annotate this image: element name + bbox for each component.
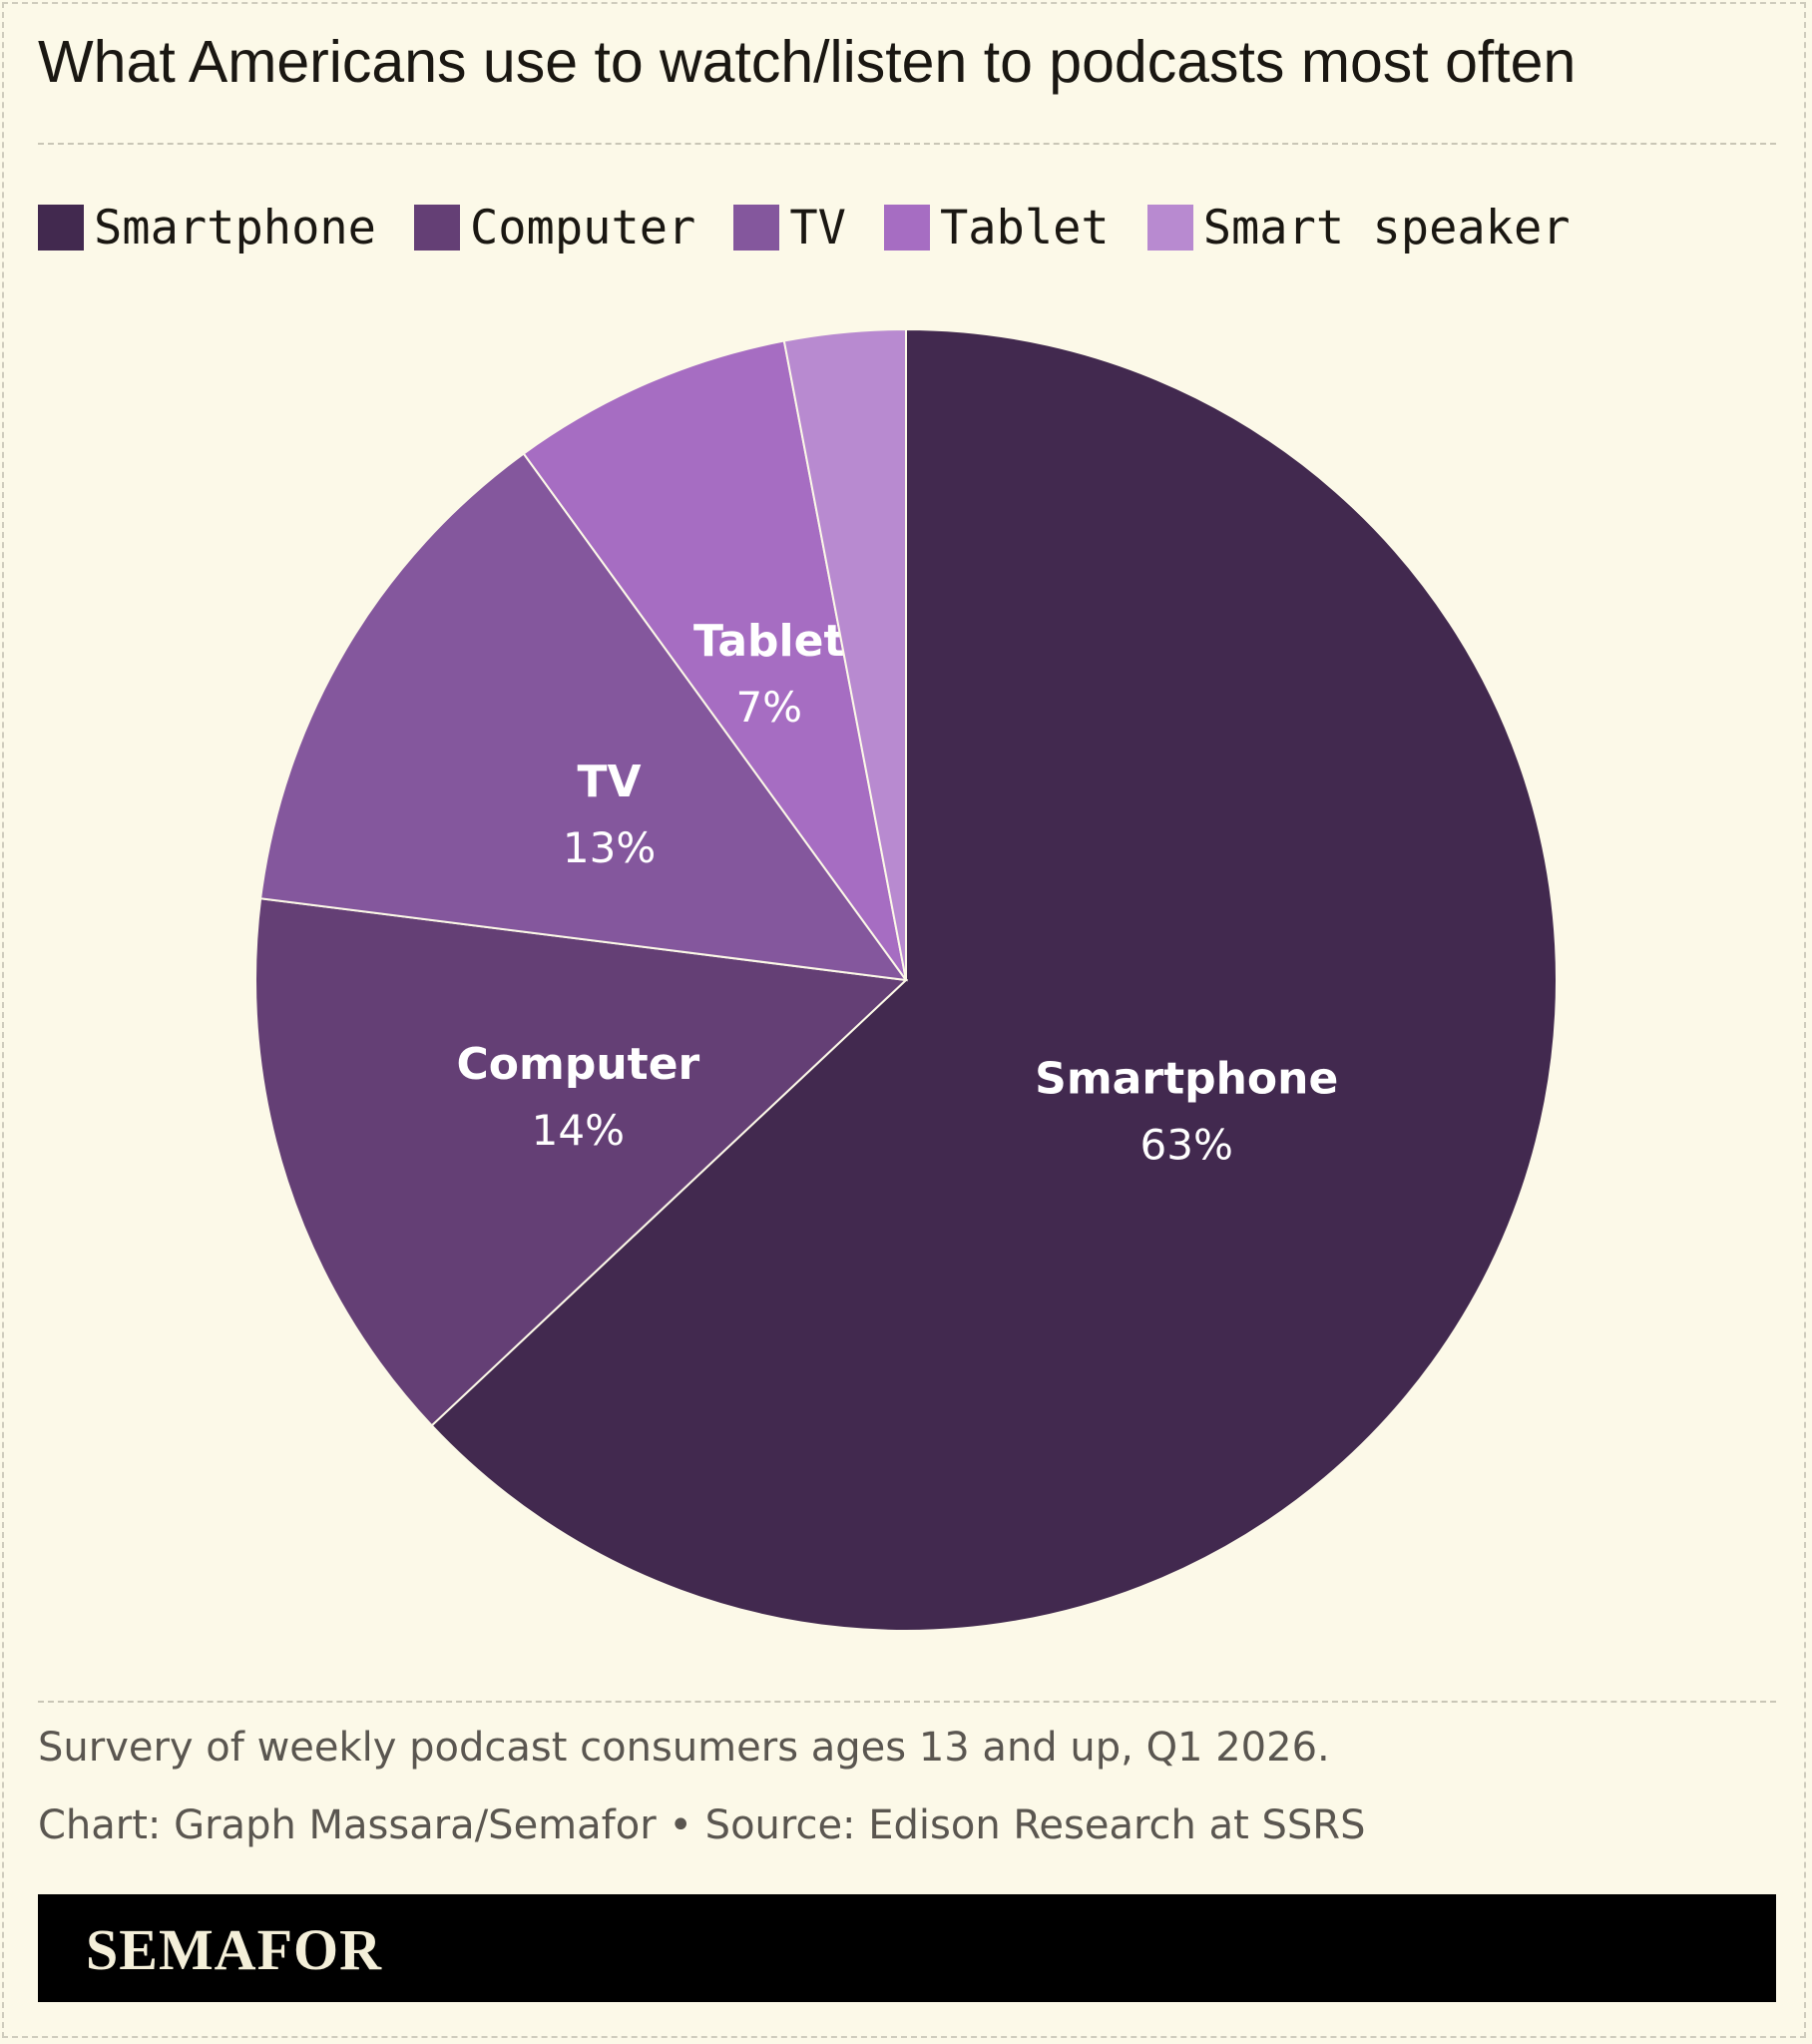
footer-divider [38,1701,1776,1703]
slice-label-computer: Computer [456,1039,699,1090]
slice-label-smartphone: Smartphone [1035,1054,1338,1105]
brand-bar: SEMAFOR [38,1894,1776,2002]
chart-subtitle: Survery of weekly podcast consumers ages… [38,1725,1330,1771]
legend-swatch-tv [733,205,780,251]
slice-value-smartphone: 63% [1140,1121,1233,1170]
pie-chart: Smartphone 63% Computer 14% TV 13% Tablet 7% [254,327,1558,1632]
pie-slice-tablet [522,339,907,981]
legend-label-smart-speaker: Smart speaker [1202,200,1571,256]
legend-label-tablet: Tablet [939,200,1110,256]
slice-value-tv: 13% [563,823,656,872]
legend-item-computer: Computer [413,200,696,256]
slice-label-tv: TV [578,757,642,807]
legend-swatch-computer [413,205,460,251]
title-divider [38,143,1776,145]
legend-swatch-smartphone [38,205,84,251]
slice-label-tablet: Tablet [693,616,845,667]
brand-logo: SEMAFOR [86,1917,382,1982]
pie-slice-computer [254,897,909,1427]
pie-slice-smart-speaker [782,327,907,981]
legend-item-smart-speaker: Smart speaker [1146,200,1571,256]
pie-slice-smartphone [430,327,1558,1632]
legend-label-smartphone: Smartphone [94,200,376,256]
chart-title: What Americans use to watch/listen to po… [38,29,1577,95]
legend-swatch-tablet [883,205,930,251]
legend-item-tv: TV [733,201,846,256]
legend-item-tablet: Tablet [883,200,1110,256]
slice-value-computer: 14% [532,1106,625,1155]
legend-label-computer: Computer [469,200,696,256]
legend-item-smartphone: Smartphone [38,201,376,256]
legend: Smartphone Computer TV Tablet Smart spea… [38,196,1571,259]
legend-label-tv: TV [789,200,846,256]
chart-credit: Chart: Graph Massara/Semafor • Source: E… [38,1802,1366,1848]
slice-value-tablet: 7% [735,683,802,732]
legend-swatch-smart-speaker [1146,205,1193,251]
pie-slice-tv [259,452,909,982]
